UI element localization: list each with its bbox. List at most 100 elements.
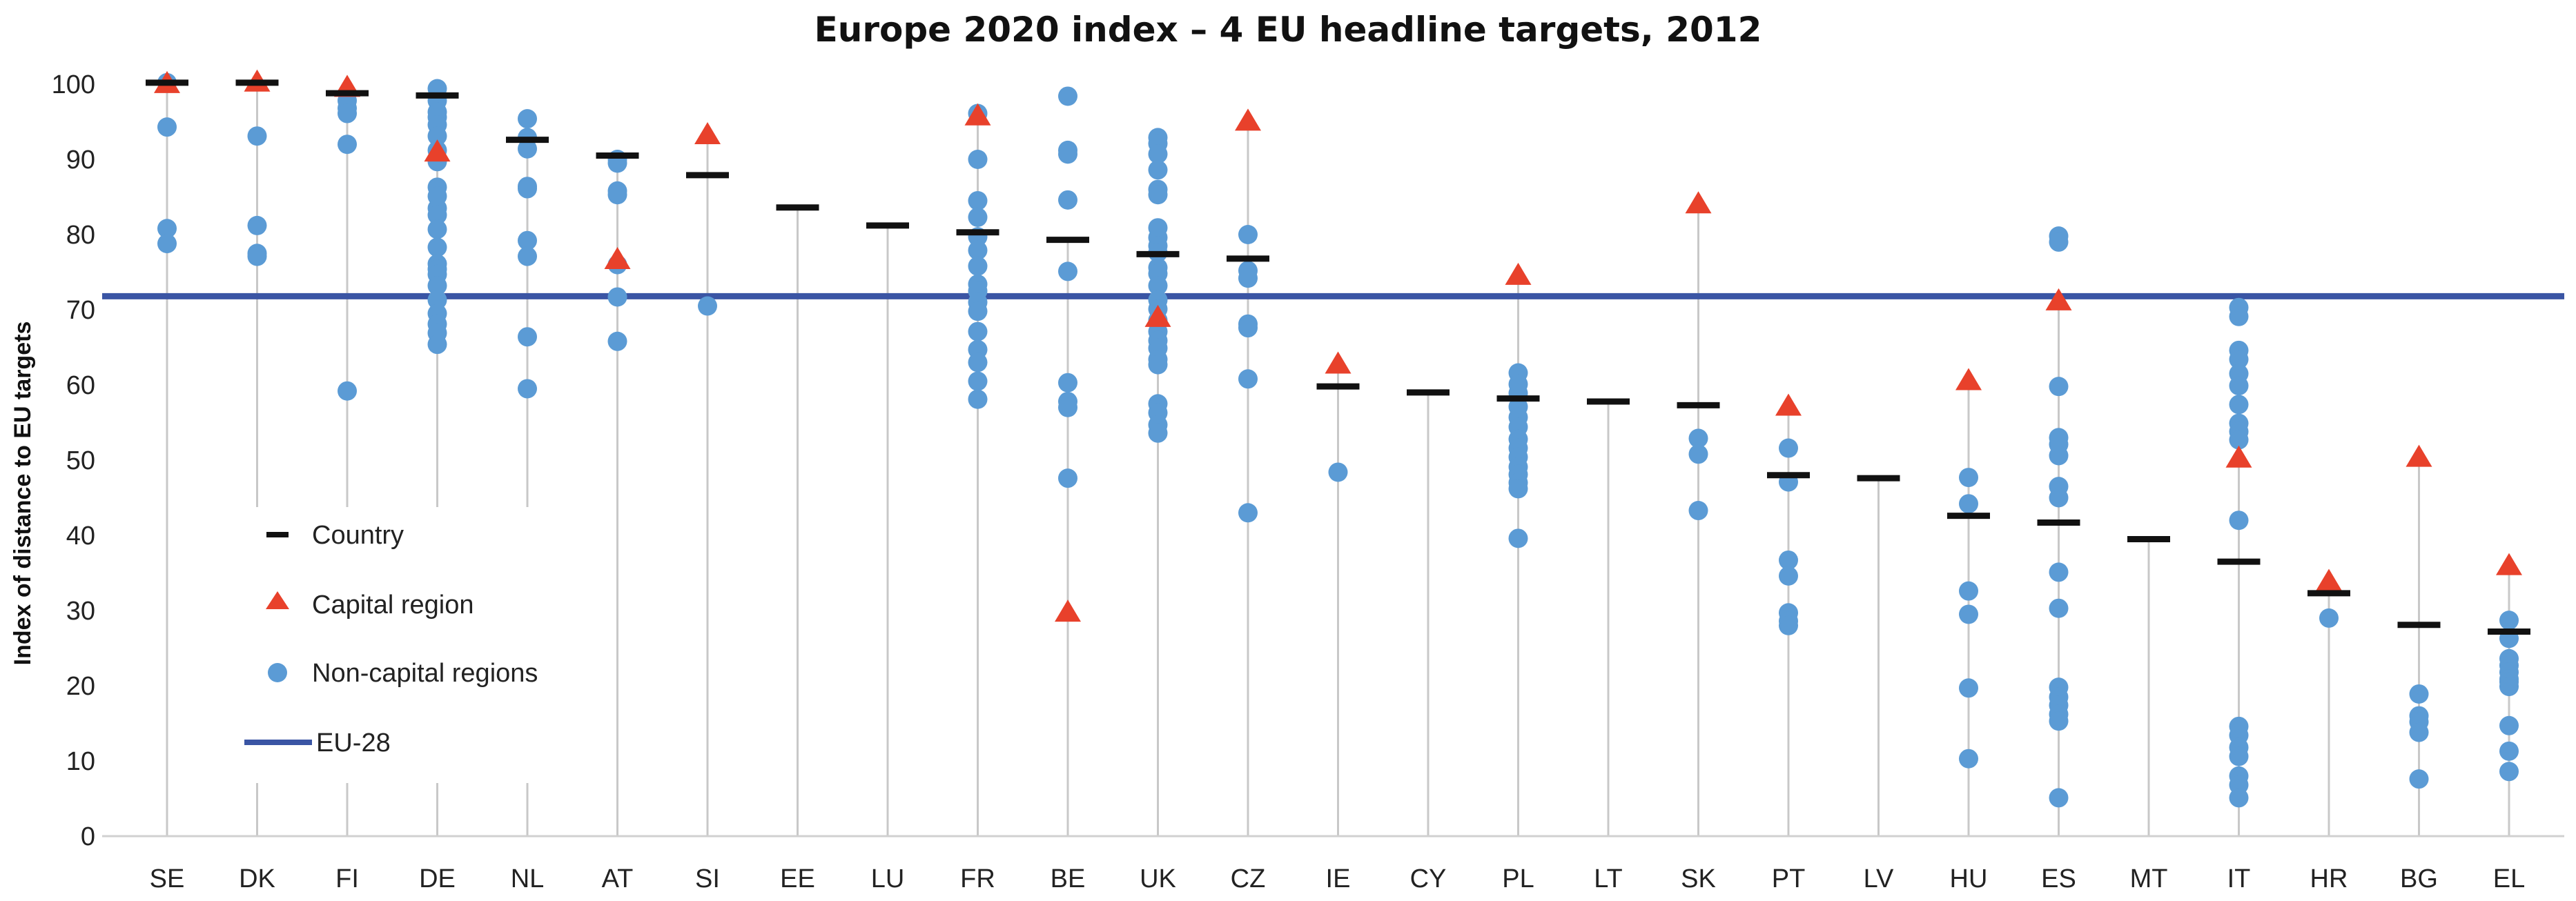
non-capital-points [157, 72, 2519, 808]
noncapital-point [698, 296, 717, 316]
noncapital-point [2229, 306, 2249, 326]
noncapital-point [607, 287, 627, 307]
noncapital-point [427, 335, 447, 355]
noncapital-point [1959, 678, 1978, 698]
y-tick-label: 70 [66, 296, 95, 325]
noncapital-point [1238, 503, 1258, 523]
noncapital-point [2499, 741, 2519, 761]
noncapital-point [2499, 715, 2519, 735]
noncapital-point [968, 389, 988, 409]
y-tick-label: 50 [66, 446, 95, 475]
capital-marker [964, 103, 991, 126]
x-tick-label: HU [1950, 864, 1988, 893]
capital-marker [2316, 568, 2342, 591]
noncapital-point [2049, 788, 2069, 808]
capital-marker [1235, 108, 1261, 131]
capital-marker [1055, 600, 1081, 622]
noncapital-point [2319, 608, 2339, 628]
noncapital-point [1238, 369, 1258, 389]
x-tick-label: LT [1594, 864, 1623, 893]
noncapital-point [2049, 488, 2069, 508]
x-tick-label: ES [2041, 864, 2076, 893]
noncapital-point [1959, 749, 1978, 769]
x-tick-label: EL [2493, 864, 2525, 893]
noncapital-point [2049, 711, 2069, 731]
noncapital-point [1058, 397, 1077, 417]
noncapital-point [1688, 428, 1708, 448]
noncapital-point [1959, 581, 1978, 601]
legend-capital-label: Capital region [312, 591, 474, 620]
legend-eu28-label: EU-28 [316, 729, 391, 758]
capital-marker [2045, 288, 2072, 310]
capital-marker [604, 246, 631, 269]
x-tick-label: PT [1772, 864, 1806, 893]
capital-marker [1955, 368, 1982, 390]
y-tick-label: 80 [66, 221, 95, 250]
noncapital-point [2499, 762, 2519, 782]
noncapital-point [2409, 722, 2429, 742]
noncapital-point [607, 331, 627, 351]
y-tick-label: 100 [52, 70, 95, 99]
x-tick-label: LU [871, 864, 905, 893]
noncapital-point [518, 327, 537, 347]
x-tick-label: IE [1326, 864, 1351, 893]
capital-marker [1325, 351, 1352, 374]
noncapital-point [518, 139, 537, 159]
capital-marker [2406, 444, 2432, 467]
noncapital-point [157, 117, 177, 137]
noncapital-point [1508, 479, 1528, 499]
x-tick-label: BG [2400, 864, 2438, 893]
y-tick-label: 60 [66, 371, 95, 400]
noncapital-point [2229, 349, 2249, 369]
noncapital-point [968, 240, 988, 260]
noncapital-point [968, 371, 988, 391]
noncapital-point [338, 103, 357, 123]
noncapital-point [1148, 276, 1168, 296]
noncapital-point [518, 379, 537, 399]
noncapital-point [2049, 446, 2069, 466]
x-tick-label: NL [511, 864, 545, 893]
country-markers [146, 79, 2530, 635]
noncapital-point [518, 109, 537, 129]
x-tick-label: DE [419, 864, 456, 893]
noncapital-point [607, 185, 627, 205]
capital-marker [2225, 445, 2252, 468]
y-tick-label: 20 [66, 672, 95, 701]
y-tick-label: 30 [66, 597, 95, 626]
noncapital-point [1779, 615, 1798, 635]
noncapital-point [427, 219, 447, 239]
noncapital-point [427, 237, 447, 257]
noncapital-point [2499, 611, 2519, 631]
x-tick-label: UK [1140, 864, 1176, 893]
noncapital-point [427, 290, 447, 310]
y-axis-label: Index of distance to EU targets [10, 321, 36, 666]
noncapital-point [2229, 430, 2249, 450]
noncapital-point [1688, 444, 1708, 464]
noncapital-point [1238, 268, 1258, 288]
capital-markers [154, 69, 2522, 622]
capital-marker [424, 139, 451, 162]
noncapital-point [1959, 468, 1978, 488]
noncapital-point [1779, 550, 1798, 570]
noncapital-point [338, 135, 357, 155]
x-tick-label: LV [1864, 864, 1894, 893]
noncapital-point [1238, 318, 1258, 338]
noncapital-point [518, 246, 537, 266]
noncapital-point [1148, 160, 1168, 180]
noncapital-point [2049, 232, 2069, 252]
noncapital-point [518, 179, 537, 199]
x-tick-label: SK [1681, 864, 1716, 893]
noncapital-point [968, 321, 988, 341]
y-tick-label: 90 [66, 146, 95, 175]
noncapital-point [247, 215, 267, 235]
noncapital-point [1148, 355, 1168, 375]
legend-noncapital-symbol [268, 663, 287, 682]
x-tick-label: AT [602, 864, 634, 893]
noncapital-point [968, 207, 988, 227]
x-tick-label: CZ [1231, 864, 1266, 893]
y-tick-label: 10 [66, 747, 95, 776]
capital-marker [1775, 393, 1802, 416]
noncapital-point [968, 353, 988, 373]
noncapital-point [2229, 376, 2249, 396]
capital-marker [1685, 191, 1712, 214]
